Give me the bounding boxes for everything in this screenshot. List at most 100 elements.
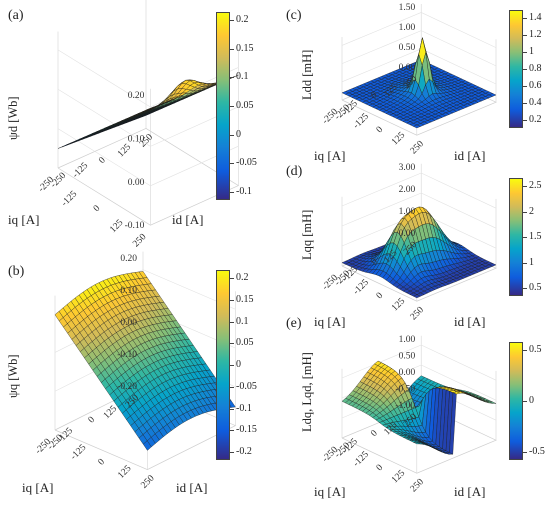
colorbar-tick-mark xyxy=(523,350,527,351)
iq-tick-label: 125 xyxy=(102,404,119,421)
id-tick-label: 0 xyxy=(375,291,386,302)
z-tick-label: 0.20 xyxy=(128,91,145,101)
grid-line xyxy=(421,192,497,229)
id-tick-label: 250 xyxy=(409,477,426,494)
colorbar-tick-mark xyxy=(523,401,527,402)
iq-axis-label: iq [A] xyxy=(314,148,346,163)
panel-label: (a) xyxy=(8,8,24,23)
colorbar-tick-label: -0.15 xyxy=(236,424,257,436)
colorbar-tick-mark xyxy=(230,278,234,279)
colorbar-tick-label: 1 xyxy=(529,46,534,57)
colorbar-tick-mark xyxy=(523,237,527,238)
colorbar-tick-label: -0.1 xyxy=(236,402,252,414)
iq-tick-label: 250 xyxy=(131,232,148,249)
iq-tick-label: -125 xyxy=(60,189,80,209)
colorbar-tick-mark xyxy=(523,52,527,53)
grid-line xyxy=(421,48,497,85)
colorbar-tick-label: -0.05 xyxy=(236,380,257,392)
colorbar-tick-label: 0.6 xyxy=(529,80,542,91)
iq-tick-label: 0 xyxy=(369,428,380,439)
panel-label: (d) xyxy=(286,164,303,179)
colorbar-tick-label: 0.05 xyxy=(236,337,254,349)
z-axis-label: ψq [Wb] xyxy=(6,354,20,398)
id-axis-label: id [A] xyxy=(454,314,486,329)
colorbar-tick-label: 0.4 xyxy=(529,97,542,108)
z-axis-label: Lqq [mH] xyxy=(300,209,314,260)
colorbar-tick-mark xyxy=(523,69,527,70)
colorbar-tick-mark xyxy=(523,186,527,187)
iq-tick-label: 0 xyxy=(369,90,380,101)
id-tick-label: 125 xyxy=(390,296,407,313)
colorbar-tick-label: 1 xyxy=(529,256,534,268)
id-tick-label: 125 xyxy=(390,130,407,147)
colorbar-tick-label: 0.15 xyxy=(236,42,254,54)
colorbar-tick-label: 0 xyxy=(236,359,241,370)
iq-axis-label: iq [A] xyxy=(22,480,54,495)
z-tick-label: -0.10 xyxy=(125,221,145,231)
z-tick-label: 0.00 xyxy=(399,63,416,73)
iq-tick-label: 0 xyxy=(92,203,103,214)
iq-tick-label: 0 xyxy=(87,415,98,426)
colorbar xyxy=(216,270,230,460)
surface-facet xyxy=(412,124,421,129)
colorbar-tick-mark xyxy=(230,430,234,432)
id-tick-label: 250 xyxy=(139,473,156,490)
id-tick-label: -125 xyxy=(352,278,372,298)
id-tick-label: 0 xyxy=(97,457,108,468)
z-tick-label: 3.00 xyxy=(399,163,416,173)
colorbar-tick-label: 0 xyxy=(236,128,241,140)
z-tick-label: 1.00 xyxy=(399,207,416,217)
colorbar-tick-label: 1.5 xyxy=(529,231,542,242)
iq-axis-label: iq [A] xyxy=(8,212,40,227)
panel-label: (e) xyxy=(286,316,302,331)
grid-line xyxy=(341,344,422,379)
colorbar-tick-mark xyxy=(523,18,527,19)
id-tick-label: 125 xyxy=(116,464,133,481)
colorbar-tick-label: 0 xyxy=(529,395,534,406)
z-tick-label: 0.10 xyxy=(128,135,145,145)
colorbar-tick-mark xyxy=(523,86,527,87)
z-tick-label: 0.00 xyxy=(399,368,416,378)
id-tick-label: -125 xyxy=(71,161,91,181)
id-tick-label: 250 xyxy=(409,305,426,322)
colorbar-tick-mark xyxy=(230,106,234,107)
id-axis-label: id [A] xyxy=(172,212,204,227)
colorbar-tick-mark xyxy=(523,262,527,264)
panel-a: (a) 0.20 0.10 0.00 -0.10 250 125 0 -125 -250 -250… xyxy=(0,0,275,250)
colorbar-tick-mark xyxy=(523,120,527,121)
z-axis-label: Ldq, Lqd, [mH] xyxy=(300,352,314,432)
colorbar-tick-mark xyxy=(230,299,234,301)
colorbar-tick-label: -0.05 xyxy=(236,157,257,169)
colorbar-tick-label: 1.4 xyxy=(529,12,542,23)
z-tick-label: -0.50 xyxy=(395,385,415,395)
colorbar-tick-mark xyxy=(230,192,234,193)
z-tick-label: 0.00 xyxy=(399,229,416,239)
colorbar-tick-label: 2.5 xyxy=(529,180,542,191)
grid-line xyxy=(57,128,151,187)
colorbar-tick-label: 0.8 xyxy=(529,63,542,74)
grid-line xyxy=(421,172,497,209)
colorbar-tick-mark xyxy=(230,321,234,323)
colorbar xyxy=(216,12,230,200)
grid-line xyxy=(421,364,497,401)
iq-tick-label: 0 xyxy=(369,256,380,267)
grid-line xyxy=(57,49,151,108)
z-tick-label: 0.00 xyxy=(128,178,145,188)
id-tick-label: 0 xyxy=(375,463,386,474)
z-tick-label: -0.20 xyxy=(117,382,137,392)
colorbar-tick-mark xyxy=(230,20,234,21)
colorbar xyxy=(509,10,523,128)
id-tick-label: -250 xyxy=(49,171,69,191)
colorbar-tick-label: 0.5 xyxy=(529,344,542,355)
surface-plot: 0.200.100.00-0.102501250-125-250-250-125… xyxy=(37,0,240,249)
panel-e: (e) 1.00 0.50 0.00 -0.50 -1.00 250 125 0 -125 -25… xyxy=(280,316,550,505)
z-tick-label: 1.50 xyxy=(399,3,416,13)
z-tick-label: 0.10 xyxy=(120,286,137,296)
colorbar-tick-mark xyxy=(230,163,234,165)
id-tick-label: -125 xyxy=(352,450,372,470)
grid-line xyxy=(341,48,422,83)
colorbar-tick-mark xyxy=(523,103,527,104)
id-axis-label: id [A] xyxy=(176,480,208,495)
id-tick-label: 0 xyxy=(375,125,386,136)
